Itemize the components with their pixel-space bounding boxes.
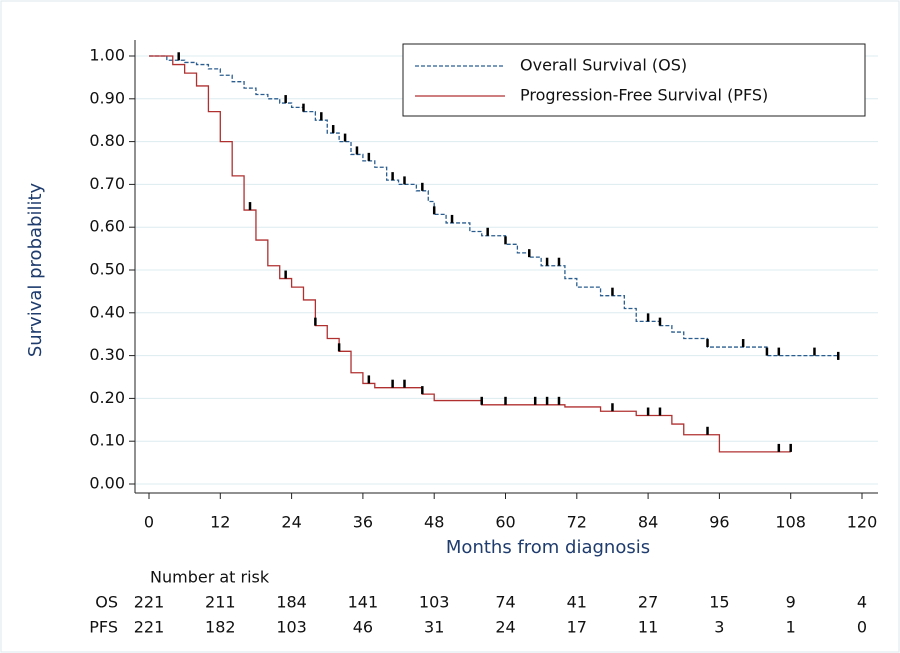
risk-count: 184 xyxy=(276,593,307,612)
risk-count: 103 xyxy=(419,593,450,612)
y-tick-label: 0.90 xyxy=(89,88,125,107)
risk-count: 4 xyxy=(857,593,867,612)
y-tick-label: 0.30 xyxy=(89,345,125,364)
y-axis-label: Survival probability xyxy=(25,182,46,357)
x-tick-label: 12 xyxy=(210,513,230,532)
survival-curve xyxy=(149,55,791,453)
x-tick-label: 24 xyxy=(281,513,301,532)
x-tick-label: 96 xyxy=(709,513,729,532)
risk-count: 182 xyxy=(205,618,236,637)
risk-count: 0 xyxy=(857,618,867,637)
risk-count: 103 xyxy=(276,618,307,637)
x-tick-label: 36 xyxy=(353,513,373,532)
risk-count: 31 xyxy=(424,618,444,637)
y-tick-label: 0.10 xyxy=(89,431,125,450)
x-tick-label: 108 xyxy=(775,513,806,532)
x-tick-label: 48 xyxy=(424,513,444,532)
risk-row-name: OS xyxy=(95,593,118,612)
risk-count: 74 xyxy=(495,593,515,612)
y-tick-label: 0.40 xyxy=(89,302,125,321)
y-tick-label: 0.50 xyxy=(89,260,125,279)
x-tick-label: 0 xyxy=(144,513,154,532)
x-tick-label: 72 xyxy=(567,513,587,532)
risk-count: 141 xyxy=(348,593,379,612)
risk-count: 27 xyxy=(638,593,658,612)
risk-count: 211 xyxy=(205,593,236,612)
legend-box xyxy=(402,43,866,117)
y-tick-label: 0.20 xyxy=(89,388,125,407)
risk-count: 46 xyxy=(353,618,373,637)
risk-count: 11 xyxy=(638,618,658,637)
y-tick-label: 0.60 xyxy=(89,217,125,236)
risk-count: 221 xyxy=(134,618,165,637)
x-tick-label: 60 xyxy=(495,513,515,532)
risk-row-name: PFS xyxy=(89,618,118,637)
risk-count: 24 xyxy=(495,618,515,637)
risk-title: Number at risk xyxy=(150,568,270,587)
y-tick-label: 0.00 xyxy=(89,474,125,493)
legend-label: Progression-Free Survival (PFS) xyxy=(520,86,768,105)
x-tick-label: 84 xyxy=(638,513,658,532)
risk-count: 3 xyxy=(714,618,724,637)
x-axis-label: Months from diagnosis xyxy=(446,537,650,558)
risk-count: 221 xyxy=(134,593,165,612)
risk-count: 15 xyxy=(709,593,729,612)
risk-count: 17 xyxy=(567,618,587,637)
risk-count: 9 xyxy=(786,593,796,612)
y-tick-label: 0.80 xyxy=(89,131,125,150)
y-tick-label: 0.70 xyxy=(89,174,125,193)
y-tick-label: 1.00 xyxy=(89,46,125,65)
risk-count: 41 xyxy=(567,593,587,612)
legend-label: Overall Survival (OS) xyxy=(520,56,687,75)
x-tick-label: 120 xyxy=(847,513,878,532)
risk-count: 1 xyxy=(786,618,796,637)
